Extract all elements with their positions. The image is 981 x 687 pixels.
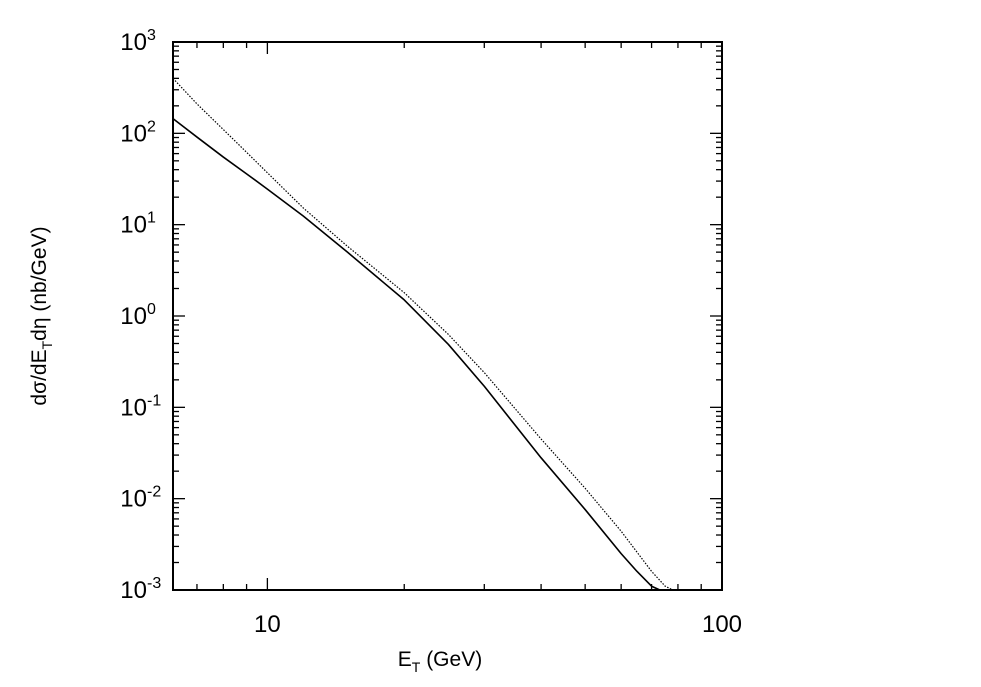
y-tick-label-exponent: -1 <box>147 392 161 409</box>
y-tick-label-base: 10 <box>120 29 147 56</box>
y-tick-label-exponent: 0 <box>147 301 156 318</box>
y-tick-label-base: 10 <box>120 303 147 330</box>
y-tick-label: 10 <box>120 120 147 147</box>
y-tick-label-base: 10 <box>120 394 147 421</box>
y-axis-label: dσ/dETdη (nb/GeV) <box>28 226 55 405</box>
y-axis-label-sub: T <box>39 340 55 349</box>
series-group <box>172 77 674 591</box>
series-line-dotted <box>172 77 674 591</box>
x-axis-label: ET (GeV) <box>398 648 482 675</box>
y-tick-label: 10 <box>120 29 147 56</box>
y-tick-label-base: 10 <box>120 577 147 604</box>
y-axis-label-pre: dσ/dE <box>28 349 51 405</box>
y-tick-label-exponent: -2 <box>147 484 161 501</box>
x-axis-label-sub: T <box>412 659 421 675</box>
x-tick-label: 10 <box>254 611 281 638</box>
y-tick-label: 10 <box>120 394 147 421</box>
y-tick-label-exponent: 2 <box>147 118 156 135</box>
y-tick-label: 10 <box>120 303 147 330</box>
minor-ticks <box>173 42 722 590</box>
y-tick-label-base: 10 <box>120 212 147 239</box>
plot-frame <box>172 41 723 591</box>
x-axis-label-main: E <box>398 648 412 671</box>
y-tick-label-exponent: 3 <box>147 27 156 44</box>
x-tick-labels: 10 100 <box>254 611 742 638</box>
y-axis-label-post: dη (nb/GeV) <box>28 226 51 340</box>
x-tick-label: 100 <box>702 611 742 638</box>
y-tick-label: 10 <box>120 486 147 513</box>
y-tick-label-exponent: -3 <box>147 575 161 592</box>
major-ticks <box>173 42 723 591</box>
y-tick-label-base: 10 <box>120 486 147 513</box>
y-tick-label-base: 10 <box>120 120 147 147</box>
y-tick-label: 10 <box>120 212 147 239</box>
y-tick-label: 10 <box>120 577 147 604</box>
series-line-solid <box>172 117 661 591</box>
y-tick-label-exponent: 1 <box>147 210 156 227</box>
x-axis-label-rest: (GeV) <box>420 648 482 671</box>
